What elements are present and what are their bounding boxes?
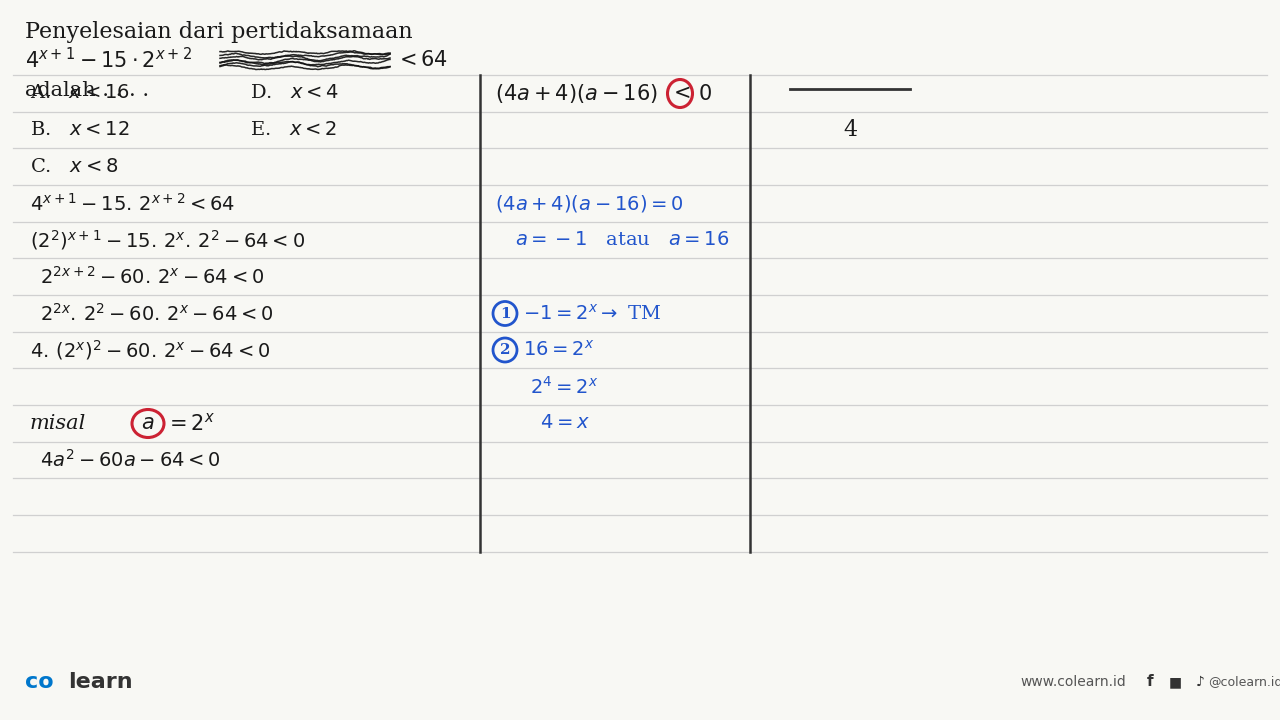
Text: ♪: ♪ <box>1196 675 1204 689</box>
Text: co: co <box>26 672 54 692</box>
Text: www.colearn.id: www.colearn.id <box>1020 675 1125 689</box>
Text: $(4a+4)(a-16)= 0$: $(4a+4)(a-16)= 0$ <box>495 193 684 214</box>
Text: $< 64$: $< 64$ <box>396 50 448 70</box>
Text: 4: 4 <box>844 119 858 141</box>
Text: $(4a+4)(a-16)$: $(4a+4)(a-16)$ <box>495 82 658 105</box>
Text: $4^{x+1} - 15 \cdot 2^{x+2}$: $4^{x+1} - 15 \cdot 2^{x+2}$ <box>26 48 192 73</box>
Text: $4.\, (2^x)^2 - 60.\, 2^x - 64 < 0$: $4.\, (2^x)^2 - 60.\, 2^x - 64 < 0$ <box>29 338 270 362</box>
Text: f: f <box>1147 675 1153 690</box>
Text: B.   $x < 12$: B. $x < 12$ <box>29 121 129 139</box>
Text: $4^{x+1} - 15.\, 2^{x+2} < 64$: $4^{x+1} - 15.\, 2^{x+2} < 64$ <box>29 192 236 215</box>
Text: $4 = x$: $4 = x$ <box>540 415 590 433</box>
Text: $(2^2)^{x+1} - 15.\, 2^x.\, 2^2 - 64 < 0$: $(2^2)^{x+1} - 15.\, 2^x.\, 2^2 - 64 < 0… <box>29 228 305 252</box>
Text: ■: ■ <box>1169 675 1181 689</box>
Text: E.   $x < 2$: E. $x < 2$ <box>250 121 337 139</box>
Text: $4a^2 - 60a - 64 < 0$: $4a^2 - 60a - 64 < 0$ <box>40 449 221 471</box>
Text: D.   $x < 4$: D. $x < 4$ <box>250 84 339 102</box>
Text: $16 = 2^x$: $16 = 2^x$ <box>524 340 594 360</box>
Text: @colearn.id: @colearn.id <box>1208 675 1280 688</box>
Text: C.   $x < 8$: C. $x < 8$ <box>29 158 118 176</box>
Text: $a = -1$   atau   $a = 16$: $a = -1$ atau $a = 16$ <box>515 231 730 249</box>
Text: $0$: $0$ <box>698 84 712 104</box>
Text: $a$: $a$ <box>141 414 155 433</box>
Text: $2^{2x+2} - 60.\, 2^x - 64 < 0$: $2^{2x+2} - 60.\, 2^x - 64 < 0$ <box>40 266 264 287</box>
Text: 1: 1 <box>499 307 511 320</box>
Text: A.   $x < 16$: A. $x < 16$ <box>29 84 131 102</box>
Text: $<$: $<$ <box>669 84 691 103</box>
Text: $2^4 = 2^x$: $2^4 = 2^x$ <box>530 376 599 397</box>
Text: 2: 2 <box>499 343 511 357</box>
Text: $= 2^x$: $= 2^x$ <box>165 413 215 434</box>
Text: misal: misal <box>29 414 86 433</box>
Text: $-1 = 2^x \rightarrow$ TM: $-1 = 2^x \rightarrow$ TM <box>524 304 660 323</box>
Text: learn: learn <box>68 672 133 692</box>
Text: Penyelesaian dari pertidaksamaan: Penyelesaian dari pertidaksamaan <box>26 21 412 43</box>
Text: $2^{2x}.\, 2^2 - 60.\, 2^x - 64 < 0$: $2^{2x}.\, 2^2 - 60.\, 2^x - 64 < 0$ <box>40 302 274 325</box>
Text: adalah . . . .: adalah . . . . <box>26 81 150 99</box>
